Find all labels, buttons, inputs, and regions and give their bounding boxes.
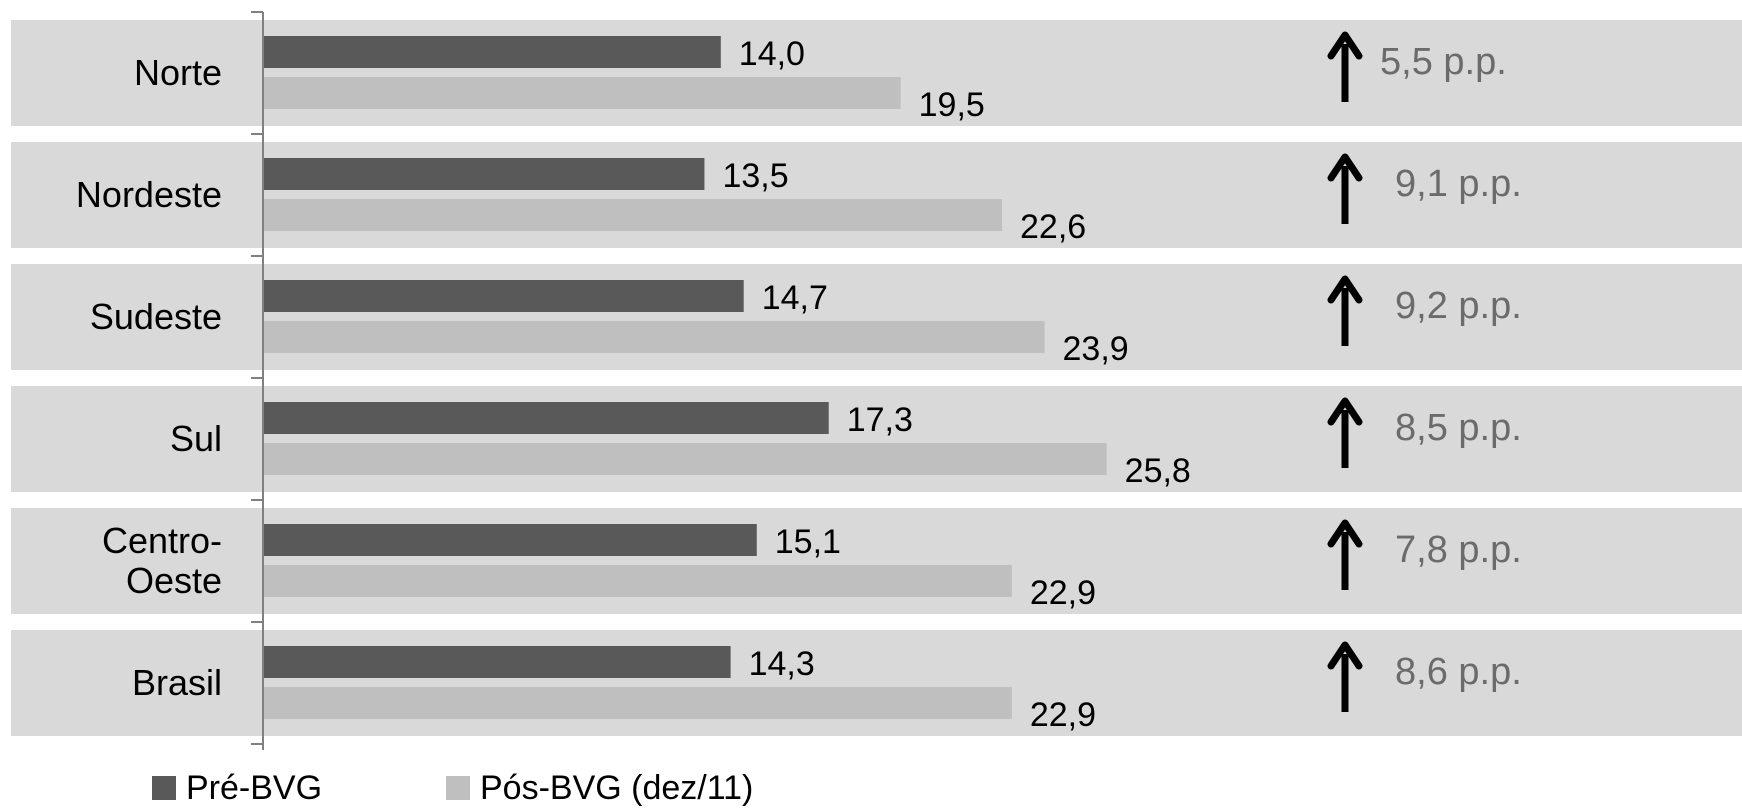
category-label: Nordeste bbox=[76, 174, 222, 215]
bar-pos-bvg bbox=[263, 199, 1003, 231]
category-label: Brasil bbox=[132, 662, 222, 703]
bar-pre-bvg bbox=[263, 524, 757, 556]
data-label: 22,9 bbox=[1030, 696, 1096, 734]
bar-pos-bvg bbox=[263, 321, 1045, 353]
bar-pos-bvg bbox=[263, 443, 1107, 475]
arrow-up-icon bbox=[1327, 153, 1363, 182]
data-label: 13,5 bbox=[722, 157, 788, 195]
data-label: 14,7 bbox=[762, 279, 828, 317]
data-label: 22,6 bbox=[1020, 208, 1086, 246]
category-label: Sudeste bbox=[90, 296, 222, 337]
data-label: 17,3 bbox=[847, 401, 913, 439]
bar-pos-bvg bbox=[263, 77, 901, 109]
data-label: 19,5 bbox=[919, 86, 985, 124]
bar-pre-bvg bbox=[263, 402, 829, 434]
bar-pre-bvg bbox=[263, 158, 705, 190]
bar-pos-bvg bbox=[263, 565, 1012, 597]
legend-pos-swatch bbox=[446, 776, 470, 800]
data-label: 23,9 bbox=[1063, 330, 1129, 368]
bar-pre-bvg bbox=[263, 646, 731, 678]
arrow-up-icon bbox=[1327, 397, 1363, 426]
bar-chart: Norte 14,0 19,5 5,5 p.p. Nordeste 13,5 22,6 9,1… bbox=[11, 11, 1742, 750]
data-label: 25,8 bbox=[1125, 452, 1191, 490]
category-label: Sul bbox=[170, 418, 222, 459]
difference-label: 5,5 p.p. bbox=[1380, 41, 1507, 83]
legend-pos: Pós-BVG (dez/11) bbox=[446, 768, 754, 807]
difference-label: 8,6 p.p. bbox=[1395, 651, 1522, 693]
difference-label: 9,1 p.p. bbox=[1395, 163, 1522, 205]
arrow-up-icon bbox=[1327, 275, 1363, 304]
difference-label: 9,2 p.p. bbox=[1395, 285, 1522, 327]
data-label: 22,9 bbox=[1030, 574, 1096, 612]
category-label: Centro- bbox=[102, 520, 222, 561]
arrow-up-icon bbox=[1327, 31, 1363, 60]
bar-pos-bvg bbox=[263, 687, 1012, 719]
bar-pre-bvg bbox=[263, 280, 744, 312]
data-label: 14,0 bbox=[739, 35, 805, 73]
legend-pre: Pré-BVG bbox=[152, 768, 323, 807]
bar-pre-bvg bbox=[263, 36, 721, 68]
category-label: Norte bbox=[134, 52, 222, 93]
difference-label: 8,5 p.p. bbox=[1395, 407, 1522, 449]
difference-label: 7,8 p.p. bbox=[1395, 529, 1522, 571]
data-label: 15,1 bbox=[775, 523, 841, 561]
category-label: Oeste bbox=[126, 560, 222, 601]
data-label: 14,3 bbox=[749, 645, 815, 683]
legend-pre-label: Pré-BVG bbox=[186, 768, 323, 807]
arrow-up-icon bbox=[1327, 519, 1363, 548]
arrow-up-icon bbox=[1327, 641, 1363, 670]
legend-pos-label: Pós-BVG (dez/11) bbox=[480, 768, 754, 807]
legend-pre-swatch bbox=[152, 776, 176, 800]
